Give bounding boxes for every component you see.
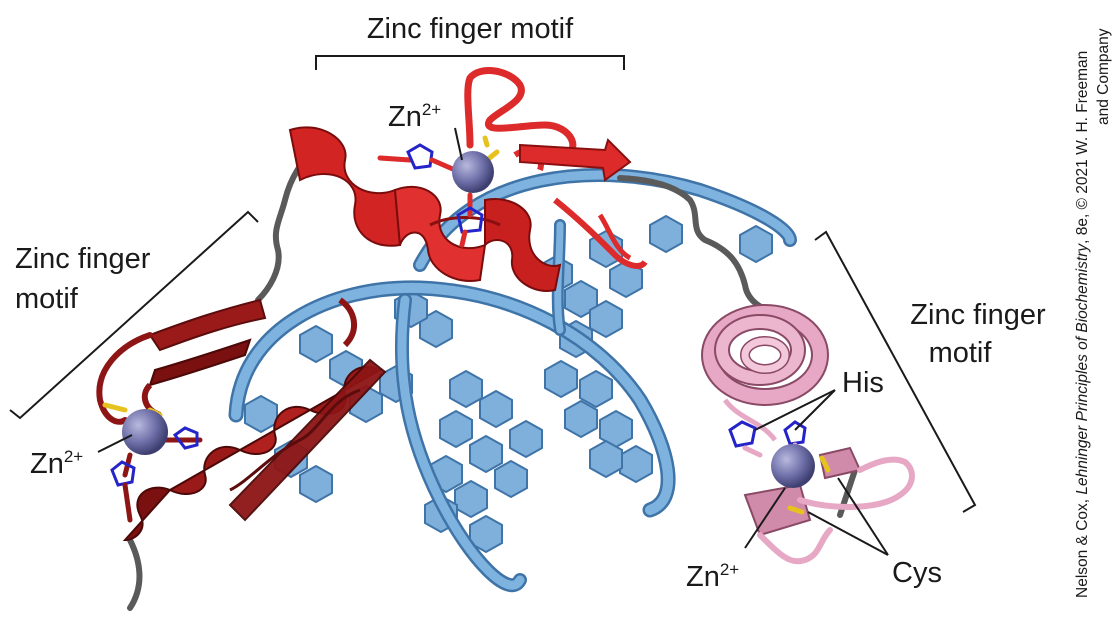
loop-top <box>464 67 577 164</box>
label-motif-left-line1: Zinc finger <box>15 243 151 275</box>
label-zn-top-symbol: Zn <box>388 101 422 133</box>
label-zn-right-charge: 2+ <box>720 560 739 579</box>
label-zn-top: Zn2+ <box>388 100 441 133</box>
credit-suffix: , 8e, © 2021 W. H. Freeman <box>1074 51 1091 244</box>
bracket-left <box>9 210 259 420</box>
beta-strand-top <box>519 138 632 182</box>
leader-zn-right <box>744 487 786 549</box>
linker-n-terminus <box>127 537 143 611</box>
label-his: His <box>842 367 884 399</box>
leader-zn-left <box>97 434 133 453</box>
base-pair-column-center <box>424 369 543 554</box>
side-chains-top <box>377 135 500 248</box>
linker-top-right <box>617 175 803 321</box>
label-motif-left-line2: motif <box>15 283 79 315</box>
bracket-top <box>315 55 625 70</box>
credit-book-title: Lehninger Principles of Biochemistry <box>1074 243 1091 495</box>
zinc-ion-right <box>771 444 815 488</box>
labels: Zinc finger motif Zinc finger motif Zinc… <box>15 13 1046 593</box>
credit-prefix: Nelson & Cox, <box>1074 495 1091 598</box>
credit-line-2: and Company <box>1095 28 1112 125</box>
label-zn-left-symbol: Zn <box>30 448 64 480</box>
zinc-finger-top <box>288 67 648 292</box>
zinc-ion-top <box>452 151 494 193</box>
label-zn-left: Zn2+ <box>30 447 83 480</box>
dna-base-pairs <box>244 214 773 554</box>
label-motif-right-line2: motif <box>929 337 993 369</box>
label-zn-right: Zn2+ <box>686 560 739 593</box>
label-zn-left-charge: 2+ <box>64 447 83 466</box>
zinc-finger-left <box>96 297 387 542</box>
leader-his-2 <box>794 389 836 431</box>
zinc-finger-right <box>701 304 915 565</box>
annotation-lines <box>9 55 977 556</box>
bracket-right <box>814 230 977 513</box>
alpha-helix-right <box>701 304 829 406</box>
leader-zn-top <box>454 127 463 161</box>
leader-cys-2 <box>837 477 889 556</box>
credit-text-line2: and Company <box>1095 28 1112 125</box>
alpha-helix-left <box>122 358 387 542</box>
label-zn-top-charge: 2+ <box>422 100 441 119</box>
label-cys: Cys <box>892 557 942 589</box>
zinc-ion-left <box>122 409 168 455</box>
label-zn-right-symbol: Zn <box>686 561 720 593</box>
credit-line: Nelson & Cox, Lehninger Principles of Bi… <box>1074 51 1091 598</box>
alpha-helix-top <box>288 126 562 292</box>
leader-cys-1 <box>807 511 889 556</box>
label-motif-right-line1: Zinc finger <box>910 299 1046 331</box>
label-motif-top: Zinc finger motif <box>367 13 574 45</box>
leader-his-1 <box>754 389 836 431</box>
dna-double-helix <box>228 167 797 593</box>
credit-text-line1: Nelson & Cox, Lehninger Principles of Bi… <box>1074 51 1091 598</box>
beta-hairpin-left <box>148 298 267 352</box>
